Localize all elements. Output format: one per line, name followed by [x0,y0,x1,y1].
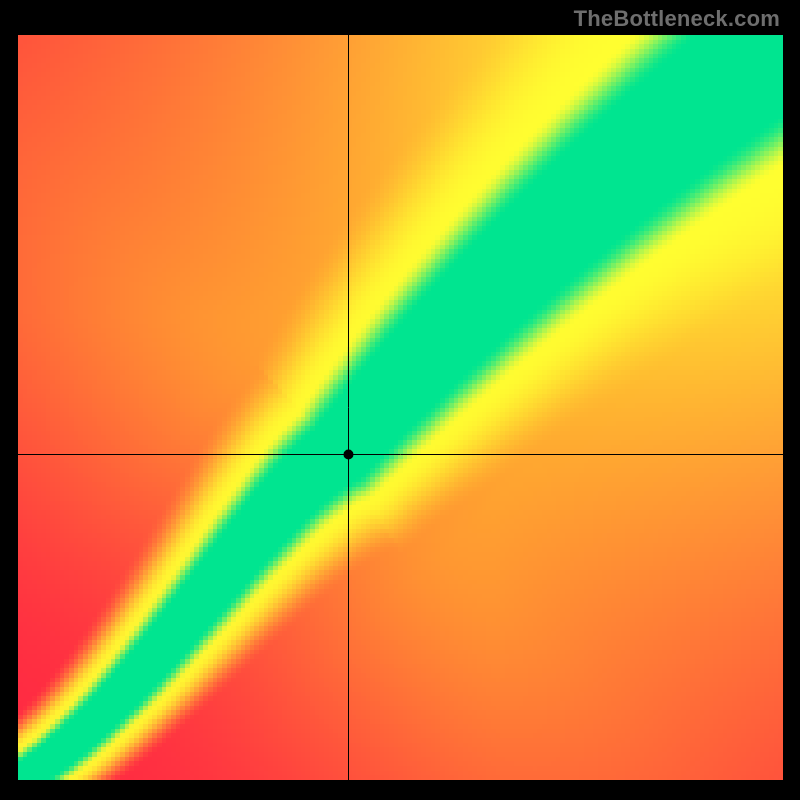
heatmap-canvas [18,35,783,780]
chart-container: TheBottleneck.com [0,0,800,800]
watermark-text: TheBottleneck.com [574,6,780,32]
heatmap-plot [18,35,783,780]
